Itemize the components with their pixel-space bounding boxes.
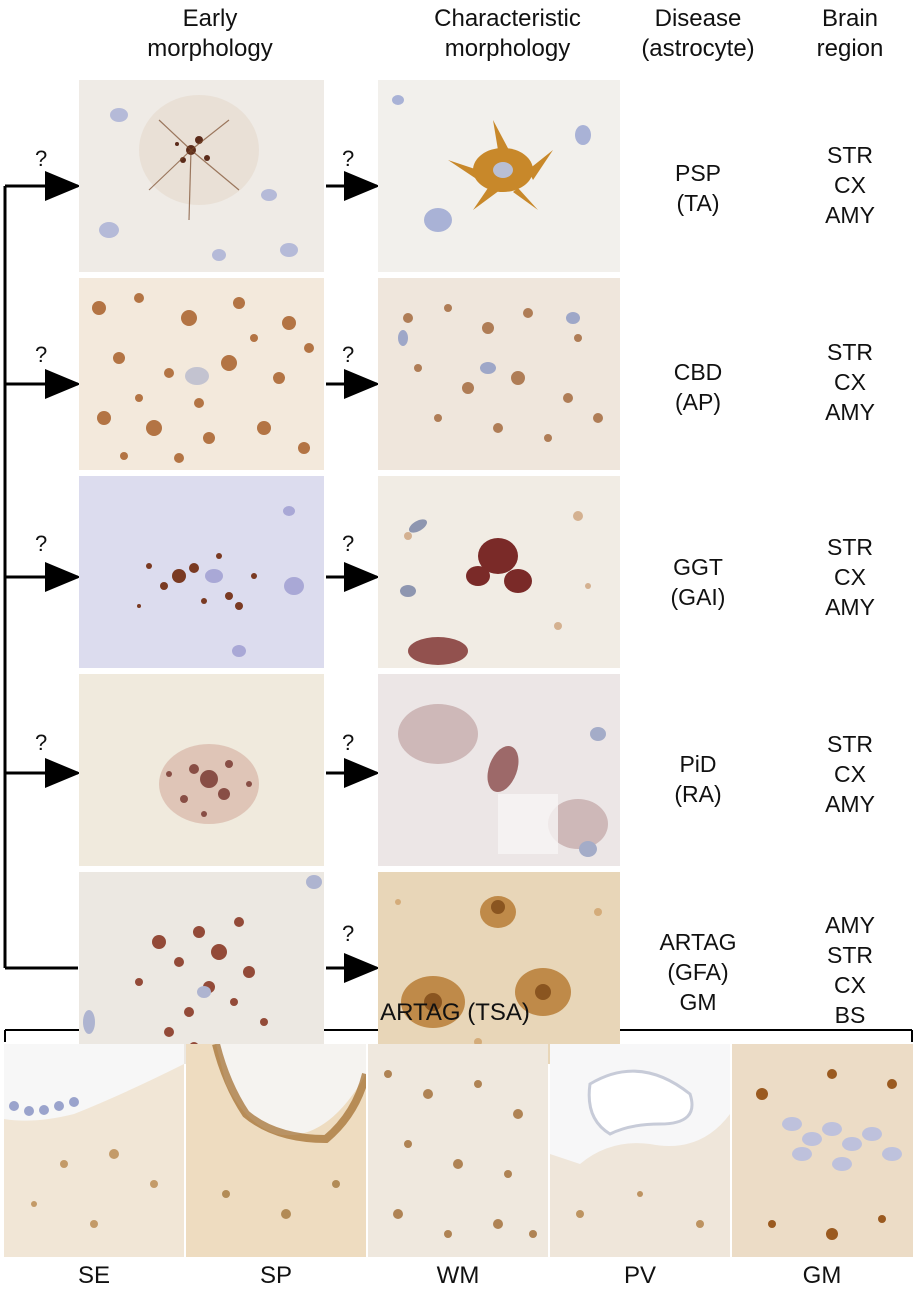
artag-tsa-title: ARTAG (TSA) [380,999,530,1026]
question-mark-char-1: ? [342,146,355,171]
tsa-panel-wm [368,1044,548,1257]
header-disease-line2: (astrocyte) [641,35,755,62]
question-mark-char-5: ? [342,921,355,946]
region-label-ggt: STR CX AMY [800,532,900,622]
header-characteristic-line1: Characteristic [434,5,581,32]
tsa-label-wm: WM [436,1262,480,1289]
header-characteristic-line2: morphology [444,35,571,62]
region: STR [827,942,873,968]
region: CX [834,172,866,198]
region: AMY [825,912,875,938]
question-mark-char-3: ? [342,531,355,556]
astrocyte-type: (RA) [674,781,722,807]
header-region-line2: region [816,35,884,62]
astrocyte-type: (GFA) [667,959,729,985]
astrocyte-type: (AP) [675,389,721,415]
region: AMY [825,791,875,817]
disease-label-artag: ARTAG (GFA) GM [638,927,758,1017]
micrograph-pid-early [79,674,324,866]
micrograph-cbd-early [79,278,324,470]
disease-name: GGT [673,554,723,580]
disease-name: CBD [673,359,723,385]
region-label-artag: AMY STR CX BS [800,910,900,1030]
region: AMY [825,202,875,228]
question-mark-early-4: ? [35,730,48,755]
disease-label-pid: PiD (RA) [638,749,758,809]
region: CX [834,369,866,395]
tsa-panel-sp [186,1044,366,1257]
disease-name: PiD [679,751,717,777]
tsa-label-se: SE [77,1262,110,1289]
tsa-label-pv: PV [623,1262,656,1289]
micrograph-psp-early [79,80,324,272]
micrograph-pid-characteristic [378,674,620,866]
question-mark-char-4: ? [342,730,355,755]
region: CX [834,972,866,998]
region-label-pid: STR CX AMY [800,729,900,819]
tsa-panel-se [4,1044,184,1257]
region: STR [827,731,873,757]
question-mark-early-3: ? [35,531,48,556]
tsa-panel-pv [550,1044,730,1257]
header-region-line1: Brain [821,5,879,32]
micrograph-artag-early [79,872,324,1064]
region: STR [827,142,873,168]
tsa-panel-gm [732,1044,913,1257]
region: STR [827,339,873,365]
micrograph-ggt-early [79,476,324,668]
disease-name: PSP [674,160,722,186]
astrocyte-location: GM [679,989,717,1015]
astrocyte-type: (TA) [676,190,720,216]
header-disease: Disease (astrocyte) [628,4,768,64]
micrograph-psp-characteristic [378,80,620,272]
header-early-morphology: Early morphology [110,4,310,64]
disease-label-psp: PSP (TA) [638,158,758,218]
astrocyte-type: (GAI) [670,584,726,610]
region: AMY [825,399,875,425]
region: STR [827,534,873,560]
header-brain-region: Brain region [790,4,910,64]
header-disease-line1: Disease [654,5,742,32]
region-label-psp: STR CX AMY [800,140,900,230]
header-early-line2: morphology [147,35,273,62]
region: AMY [825,594,875,620]
micrograph-cbd-characteristic [378,278,620,470]
header-characteristic-morphology: Characteristic morphology [395,4,620,64]
disease-label-ggt: GGT (GAI) [638,552,758,612]
disease-name: ARTAG [659,929,737,955]
question-mark-early-2: ? [35,342,48,367]
micrograph-ggt-characteristic [378,476,620,668]
header-early-line1: Early [182,5,238,32]
region-label-cbd: STR CX AMY [800,337,900,427]
tsa-label-gm: GM [802,1262,842,1289]
disease-label-cbd: CBD (AP) [638,357,758,417]
region: CX [834,564,866,590]
micrograph-artag-characteristic [378,872,620,1064]
tsa-label-sp: SP [259,1262,292,1289]
question-mark-early-1: ? [35,146,48,171]
region: BS [834,1002,866,1028]
region: CX [834,761,866,787]
question-mark-char-2: ? [342,342,355,367]
